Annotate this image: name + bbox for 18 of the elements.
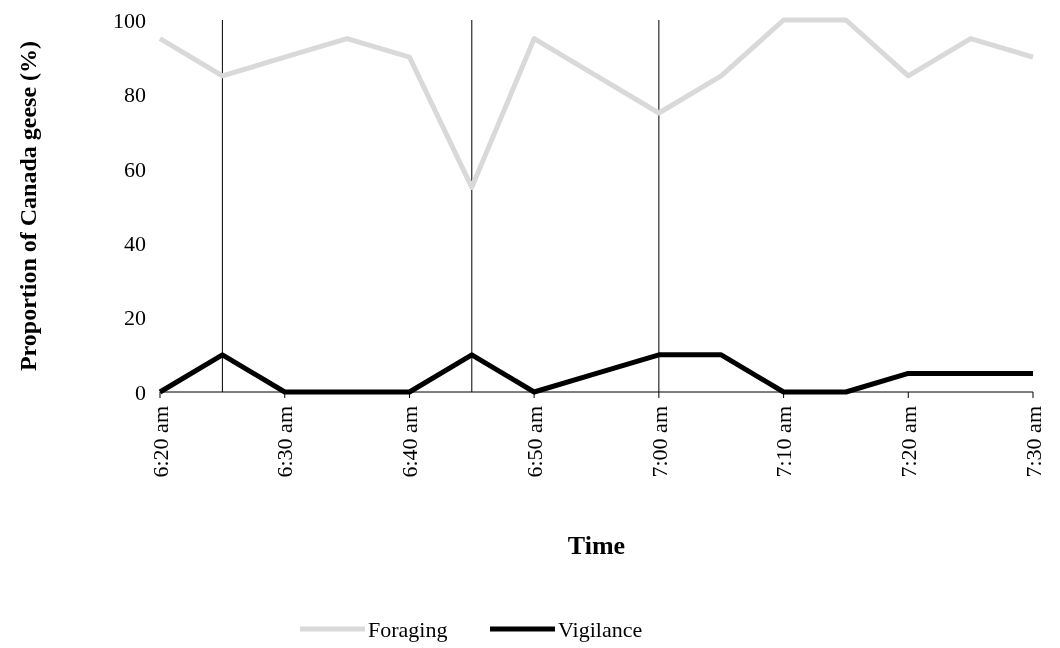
y-tick-label: 0 — [135, 379, 146, 405]
x-tick-label: 7:30 am — [1020, 406, 1046, 478]
x-tick-label: 6:30 am — [272, 406, 298, 478]
legend-label: Vigilance — [558, 616, 643, 642]
y-tick-label: 20 — [124, 305, 146, 331]
x-axis-title: Time — [567, 531, 626, 560]
x-tick-label: 7:20 am — [895, 406, 921, 478]
y-tick-label: 40 — [124, 230, 146, 256]
x-tick-label: 7:10 am — [771, 406, 797, 478]
x-tick-label: 6:20 am — [147, 406, 173, 478]
x-tick-label: 6:40 am — [397, 406, 423, 478]
y-tick-label: 80 — [124, 82, 146, 108]
legend-label: Foraging — [368, 616, 448, 642]
y-tick-label: 100 — [113, 7, 146, 33]
x-tick-label: 7:00 am — [646, 406, 672, 478]
y-axis-title: Proportion of Canada geese (%) — [15, 40, 42, 372]
y-tick-label: 60 — [124, 156, 146, 182]
x-tick-label: 6:50 am — [521, 406, 547, 478]
